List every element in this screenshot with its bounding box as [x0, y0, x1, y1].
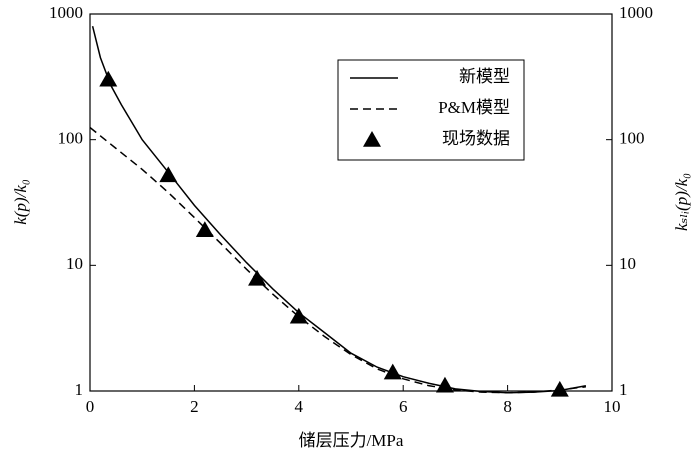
legend-marker	[363, 131, 381, 147]
y2-axis-label: kₛₗᵢ(p)/k₀	[672, 173, 691, 231]
x-tick-label: 6	[399, 397, 408, 416]
data-point	[435, 376, 454, 393]
x-tick-label: 4	[295, 397, 304, 416]
data-point	[99, 70, 118, 87]
x-axis-label: 储层压力/MPa	[299, 431, 404, 450]
data-point	[550, 380, 569, 397]
data-line	[89, 126, 586, 394]
data-point	[159, 166, 178, 183]
plot-frame	[89, 13, 613, 392]
x-tick-label: 2	[190, 397, 199, 416]
x-tick-label: 10	[604, 397, 621, 416]
y-tick-label: 10	[66, 254, 83, 273]
y-axis-label: k(p)/k₀	[11, 179, 30, 225]
y2-tick-label: 1000	[619, 3, 653, 22]
y2-tick-label: 10	[619, 254, 636, 273]
legend-label: 新模型	[459, 67, 510, 86]
data-point	[289, 307, 308, 324]
data-point	[248, 269, 267, 286]
y2-tick-label: 100	[619, 129, 645, 148]
y-tick-label: 1000	[49, 3, 83, 22]
y-tick-label: 100	[58, 129, 84, 148]
data-point	[195, 221, 214, 238]
x-tick-label: 0	[86, 397, 95, 416]
legend-label: P&M模型	[438, 98, 510, 117]
y2-tick-label: 1	[619, 380, 628, 399]
data-point	[383, 363, 402, 380]
y-tick-label: 1	[75, 380, 84, 399]
x-tick-label: 8	[503, 397, 512, 416]
legend-label: 现场数据	[442, 129, 510, 148]
